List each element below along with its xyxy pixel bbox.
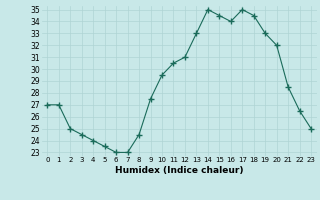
- X-axis label: Humidex (Indice chaleur): Humidex (Indice chaleur): [115, 166, 244, 175]
